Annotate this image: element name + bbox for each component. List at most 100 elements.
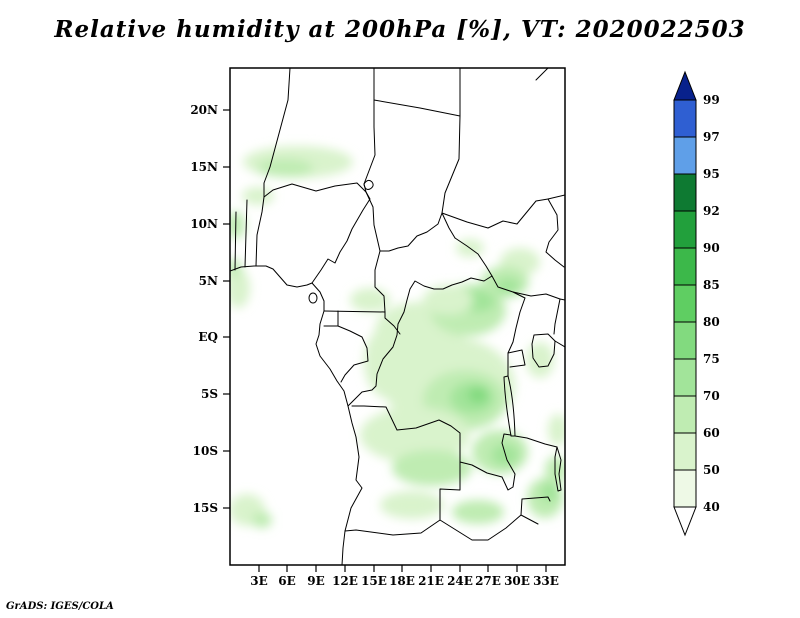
colorbar-label: 90 [703,241,720,255]
border-car-drc-ubangi-congo [347,275,493,407]
border-tanzania-zambia [514,435,558,448]
lon-tick-label: 3E [250,574,268,588]
lat-tick-label: 10N [190,217,218,231]
lake-victoria [531,333,556,368]
border-cameroon-car [374,250,386,313]
colorbar-arrow-bottom [673,506,697,537]
bioko-island [308,292,318,304]
border-cameroon-south [323,310,386,313]
colorbar-segment [673,432,697,471]
humidity-shade-blob [350,288,390,312]
border-drc-angola [351,405,461,463]
lat-tick-label: 20N [190,103,218,117]
border-caprivi-zambezi [439,514,522,541]
border-car-southsudan [454,237,493,277]
humidity-shade-blob [452,500,504,524]
lon-tick-label: 9E [307,574,325,588]
border-gabon-congo [337,325,369,383]
lat-tick-label: 5S [201,387,218,401]
humidity-shade-blob [468,387,488,403]
country-borders-layer [230,68,565,565]
colorbar-label: 99 [703,93,720,107]
humidity-shading-layer [230,146,565,528]
colorbar-segment [673,210,697,249]
humidity-shade-blob [496,278,520,294]
lake-tanganyika [503,375,516,437]
colorbar-label: 70 [703,389,720,403]
border-southsudan-uganda-kenya [512,291,565,301]
humidity-shade-blob [423,285,473,315]
lat-tick-label: 10S [193,444,218,458]
latitude-axis: 20N 15N 10N 5N EQ 5S 10S 15S [190,103,230,515]
border-ghana-togo [234,211,237,271]
lon-tick-label: 27E [475,574,501,588]
colorbar-segment [673,358,697,397]
lake-chad [363,179,374,190]
grads-credit: GrADS: IGES/COLA [6,601,114,612]
border-sudan-southsudan [441,194,565,229]
colorbar-segment [673,247,697,286]
border-chad-cameroon-car [365,191,443,252]
lon-tick-label: 33E [533,574,559,588]
border-drc-uganda [491,275,526,377]
border-angola-zambia [439,461,461,521]
colorbar-label: 40 [703,500,720,514]
colorbar-segment [673,395,697,434]
colorbar: 99 97 95 92 90 85 80 75 70 60 50 40 [673,70,720,537]
colorbar-segment [673,284,697,323]
border-togo-benin [244,199,248,268]
colorbar-label: 97 [703,130,720,144]
humidity-shade-blob [548,414,565,446]
border-angola-namibia [344,519,441,536]
colorbar-label: 92 [703,204,720,218]
colorbar-label: 50 [703,463,720,477]
border-benin-nigeria [255,196,265,267]
lon-tick-label: 18E [389,574,415,588]
colorbar-segment [673,469,697,508]
longitude-axis: 3E 6E 9E 12E 15E 18E 21E 24E 27E 30E 33E [250,565,559,588]
lon-tick-label: 21E [418,574,444,588]
border-zambia-zimbabwe [520,514,539,525]
humidity-shade-blob [364,324,420,400]
border-kenya-uganda [553,298,561,335]
humidity-shade-blob [392,450,472,486]
colorbar-label: 95 [703,167,720,181]
humidity-shade-blob [491,444,519,466]
border-ethiopia-southsudan [545,198,565,268]
colorbar-arrow-top [673,70,697,101]
border-chad-sudan [441,115,461,214]
colorbar-segment [673,173,697,212]
border-tanzania-kenya [554,340,565,348]
humidity-shade-blob [252,512,272,528]
humidity-shade-blob [380,491,444,519]
border-zambia-mozambique [520,496,551,516]
coastline-west-africa [230,265,363,565]
border-egypt-sudan [535,68,549,81]
humidity-shade-blob [230,211,245,239]
colorbar-segment [673,321,697,360]
border-niger-chad [363,68,376,193]
colorbar-label: 60 [703,426,720,440]
map-frame [229,67,566,566]
border-niger-nigeria [263,182,367,198]
border-congo-east [384,311,401,335]
humidity-shade-blob [242,187,274,205]
lat-tick-label: 5N [199,274,218,288]
humidity-shade-blob [360,407,470,463]
lon-tick-label: 6E [278,574,296,588]
plot-title: Relative humidity at 200hPa [%], VT: 202… [54,16,746,43]
lon-tick-label: 30E [504,574,530,588]
humidity-shade-blob [257,159,313,177]
colorbar-label: 80 [703,315,720,329]
lat-tick-label: 15S [193,501,218,515]
border-drc-zambia-pedicle [459,433,516,491]
lon-tick-label: 12E [332,574,358,588]
colorbar-segment [673,99,697,138]
border-chad-car-sudan [441,212,456,239]
lake-malawi [554,446,562,492]
humidity-shade-blob [526,342,554,378]
border-nigeria-cameroon [311,191,371,284]
colorbar-segment [673,136,697,175]
